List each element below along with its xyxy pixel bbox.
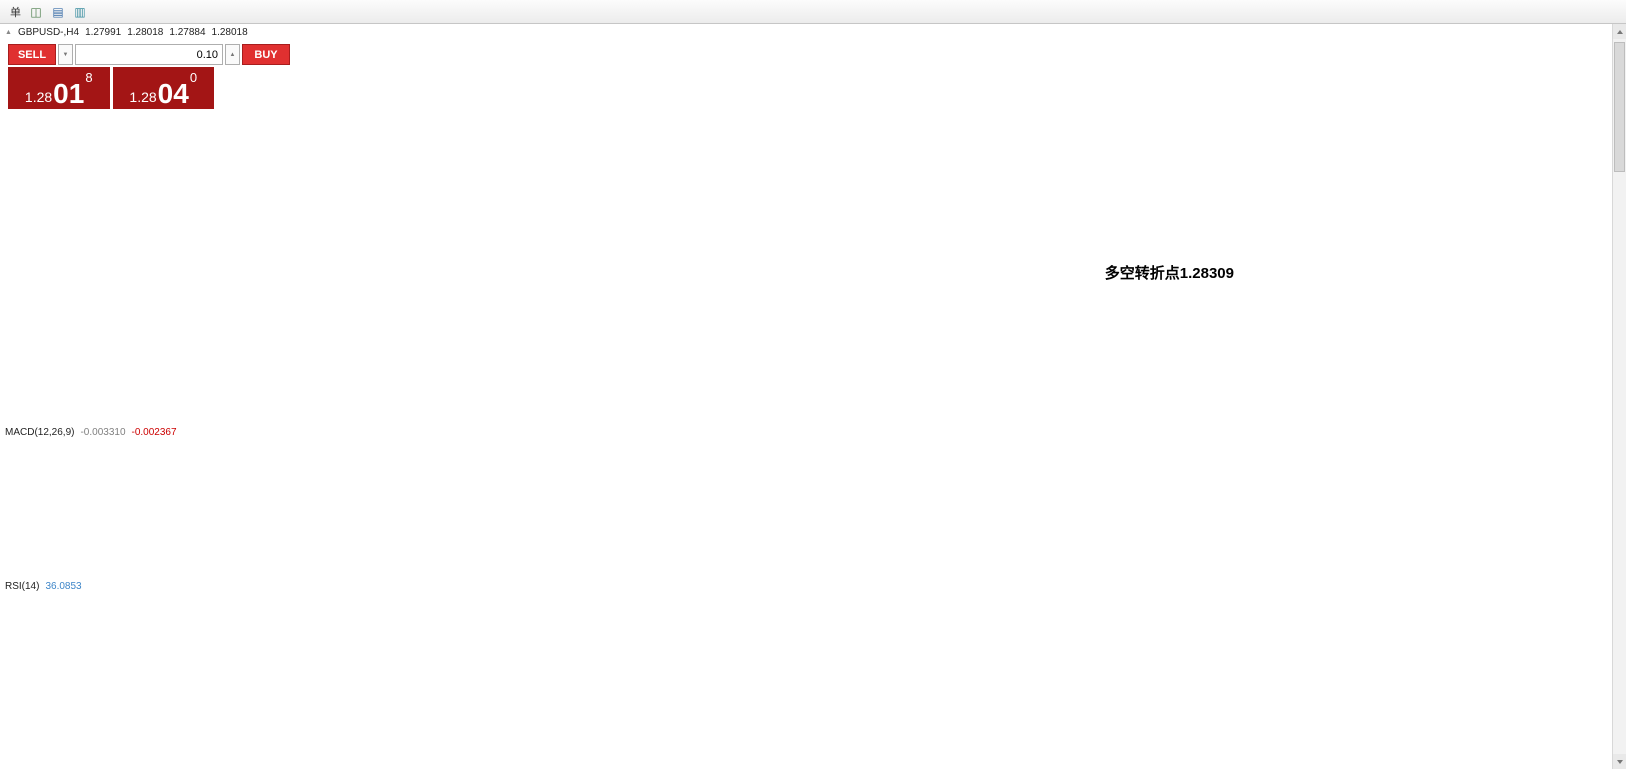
rsi-indicator-label: RSI(14) 36.0853 — [5, 581, 82, 592]
macd-signal-value: -0.002367 — [131, 427, 177, 438]
charts-icon[interactable]: ◫ — [30, 4, 42, 19]
rsi-title: RSI(14) — [5, 581, 40, 592]
open-value: 1.27991 — [85, 27, 122, 38]
sell-price-sup: 8 — [85, 70, 93, 85]
time-axis[interactable] — [0, 726, 1526, 769]
scroll-down-button[interactable] — [1613, 754, 1626, 769]
buy-price-big: 04 — [157, 78, 189, 110]
buy-price-sup: 0 — [189, 70, 198, 85]
close-value: 1.28018 — [211, 27, 248, 38]
sell-price-head: 1.28 — [24, 89, 53, 105]
arrow-up-icon — [1616, 29, 1623, 34]
sell-button[interactable]: SELL — [8, 44, 56, 65]
macd-title: MACD(12,26,9) — [5, 427, 75, 438]
volume-decrease-button[interactable]: ▼ — [58, 44, 73, 65]
scrollbar-thumb[interactable] — [1614, 42, 1625, 172]
navigator-icon[interactable]: ▥ — [74, 4, 86, 19]
price-axis[interactable] — [1526, 24, 1612, 769]
arrow-down-icon — [1616, 759, 1623, 764]
new-order-button[interactable]: 单 — [10, 6, 21, 19]
buy-price-head: 1.28 — [129, 89, 157, 105]
symbol-name: GBPUSD-,H4 — [17, 27, 80, 38]
buy-button[interactable]: BUY — [242, 44, 290, 65]
macd-main-value: -0.003310 — [80, 427, 126, 438]
macd-indicator-label: MACD(12,26,9) -0.003310 -0.002367 — [5, 427, 177, 438]
high-value: 1.28018 — [127, 27, 164, 38]
volume-input[interactable] — [75, 44, 223, 65]
price-chart[interactable] — [0, 24, 1612, 769]
market-watch-icon[interactable]: ▤ — [52, 4, 64, 19]
scroll-up-button[interactable] — [1613, 24, 1626, 39]
one-click-trading-panel: SELL ▼ ▲ BUY 1.28 01 8 1.28 04 0 — [8, 44, 290, 110]
sell-price-display[interactable]: 1.28 01 8 — [8, 67, 110, 109]
toolbar: 单 ◫ ▤ ▥ — [0, 0, 1626, 24]
rsi-value: 36.0853 — [45, 581, 82, 592]
vertical-scrollbar — [1612, 24, 1626, 769]
chart-workspace: ▲ GBPUSD-,H4 1.27991 1.28018 1.27884 1.2… — [0, 24, 1626, 769]
chart-title: ▲ GBPUSD-,H4 1.27991 1.28018 1.27884 1.2… — [5, 27, 248, 38]
low-value: 1.27884 — [169, 27, 206, 38]
sell-price-big: 01 — [53, 78, 85, 110]
volume-increase-button[interactable]: ▲ — [225, 44, 240, 65]
toolbar-group-trade: 单 ◫ ▤ ▥ — [3, 0, 91, 24]
collapse-one-click-icon[interactable]: ▲ — [5, 29, 12, 36]
pivot-annotation-text[interactable]: 多空转折点1.28309 — [1104, 265, 1234, 282]
buy-price-display[interactable]: 1.28 04 0 — [112, 67, 214, 110]
